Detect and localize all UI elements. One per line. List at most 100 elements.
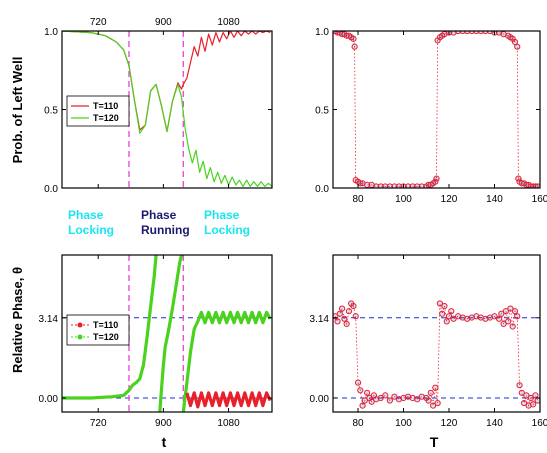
data-point — [511, 38, 519, 46]
top-left-ylabel: Prob. of Left Well — [10, 57, 25, 164]
data-point — [520, 399, 528, 407]
annotation-phase-locking-right: Phase Locking — [204, 208, 250, 237]
data-point — [359, 402, 366, 409]
data-point — [491, 313, 498, 320]
y-tick-label: 3.14 — [39, 314, 59, 325]
data-point — [391, 393, 398, 400]
data-point — [377, 183, 384, 188]
annotation-line: Locking — [68, 223, 114, 237]
series-connector — [334, 302, 539, 408]
data-point — [373, 183, 380, 188]
x-tick-label: 160 — [532, 418, 547, 429]
data-point — [414, 183, 421, 188]
data-point — [433, 175, 440, 182]
series-line — [62, 255, 184, 412]
plot-frame — [332, 254, 541, 413]
data-point — [530, 401, 537, 408]
legend: T=110 T=120 — [66, 95, 130, 127]
y-tick-label: 3.14 — [310, 314, 330, 325]
data-point — [448, 308, 455, 315]
y-tick-label: 1.0 — [315, 27, 329, 38]
data-point — [505, 318, 512, 325]
data-point — [418, 183, 425, 188]
data-point — [436, 300, 444, 307]
data-point — [482, 31, 489, 35]
data-point — [352, 313, 359, 320]
data-point — [429, 402, 437, 409]
data-point — [486, 31, 494, 35]
series-line — [181, 310, 272, 412]
data-point — [527, 394, 535, 402]
data-point — [445, 313, 453, 320]
data-point — [409, 183, 416, 188]
annotation-phase-locking-left: Phase Locking — [68, 208, 114, 237]
data-point — [434, 399, 441, 407]
series-line — [185, 391, 272, 409]
data-point — [432, 384, 439, 391]
data-point — [351, 43, 358, 50]
data-point — [500, 320, 507, 328]
data-point — [459, 31, 466, 35]
data-point — [404, 183, 412, 188]
legend-label: T=120 — [93, 332, 119, 342]
data-point — [514, 313, 521, 320]
data-point — [336, 310, 343, 317]
x-tick-label: 120 — [441, 194, 458, 205]
panel-bottom-left: 720 900 1080 0.00 3.14 T=110 T=120 — [39, 254, 273, 429]
annotation-line: Phase — [141, 208, 177, 222]
data-point — [498, 310, 505, 317]
x-tick-label: 720 — [90, 418, 107, 429]
data-point — [427, 389, 434, 396]
legend-box — [66, 314, 130, 346]
data-point — [345, 308, 353, 315]
x-tick-label: 900 — [155, 17, 172, 28]
series-line — [62, 31, 272, 187]
x-tick-label: 160 — [532, 194, 547, 205]
legend-label: T=120 — [93, 113, 119, 123]
data-point — [377, 394, 384, 402]
data-point — [523, 392, 530, 399]
bottom-left-ylabel: Relative Phase, θ — [10, 267, 25, 373]
data-point — [439, 310, 446, 317]
legend-label: T=110 — [93, 320, 118, 330]
x-tick-label: 140 — [486, 194, 503, 205]
data-point — [455, 31, 462, 35]
bottom-right-xlabel: T — [430, 434, 439, 450]
panel-top-left: 720 900 1080 0.0 0.5 1.0 T=110 T=120 — [44, 17, 273, 195]
panel-bottom-right: 80 100 120 140 160 0.00 3.14 — [310, 254, 547, 429]
data-point — [516, 382, 523, 389]
data-point — [350, 35, 357, 42]
data-point — [357, 387, 364, 394]
data-point — [414, 396, 421, 403]
data-point — [350, 302, 357, 310]
data-point — [395, 183, 403, 188]
data-point — [368, 398, 375, 405]
legend-box — [66, 95, 130, 127]
data-layer — [62, 255, 272, 412]
annotation-line: Locking — [204, 223, 250, 237]
x-tick-label: 80 — [352, 418, 364, 429]
data-point — [364, 389, 371, 396]
y-tick-label: 0.5 — [315, 106, 329, 117]
data-point — [386, 397, 393, 404]
bottom-left-xlabel: t — [162, 434, 167, 450]
data-point — [425, 397, 432, 404]
data-point — [382, 392, 389, 399]
legend: T=110 T=120 — [66, 314, 130, 346]
data-point — [338, 305, 346, 312]
legend-label: T=110 — [93, 101, 118, 111]
x-tick-label: 900 — [155, 418, 172, 429]
y-tick-label: 0.00 — [39, 394, 59, 405]
data-point — [464, 31, 471, 35]
data-point — [518, 389, 525, 396]
data-point — [382, 183, 389, 188]
x-tick-label: 720 — [90, 17, 107, 28]
x-tick-label: 1080 — [217, 17, 240, 28]
y-tick-label: 0.5 — [44, 106, 58, 117]
x-tick-label: 1080 — [217, 418, 240, 429]
annotation-phase-running: Phase Running — [141, 208, 190, 237]
x-tick-label: 140 — [486, 418, 503, 429]
legend-marker — [77, 334, 83, 340]
y-tick-label: 1.0 — [44, 27, 58, 38]
